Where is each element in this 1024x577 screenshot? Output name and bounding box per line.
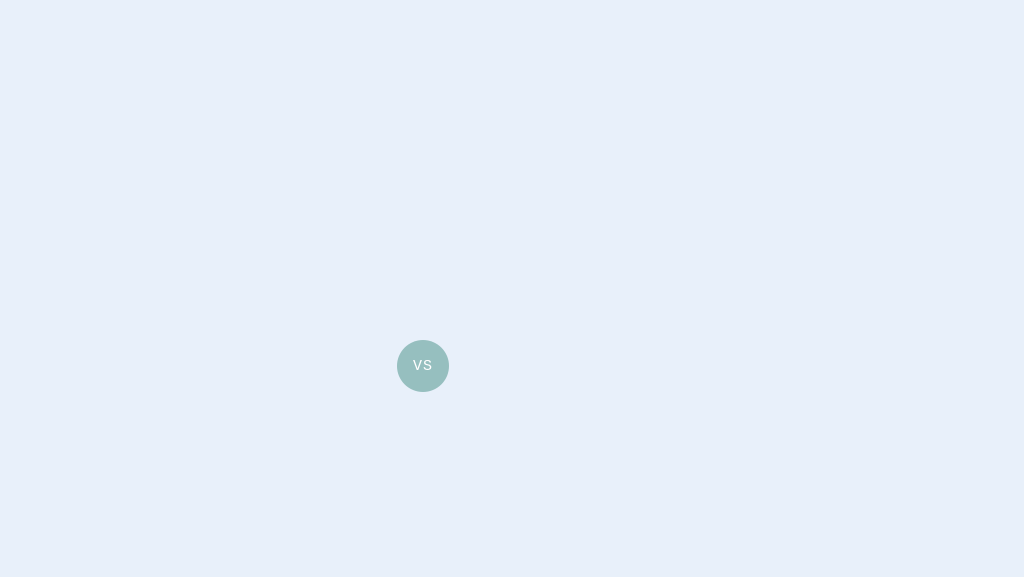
vs-badge: VS (397, 340, 449, 392)
comparison-canvas: VS (0, 0, 1024, 577)
